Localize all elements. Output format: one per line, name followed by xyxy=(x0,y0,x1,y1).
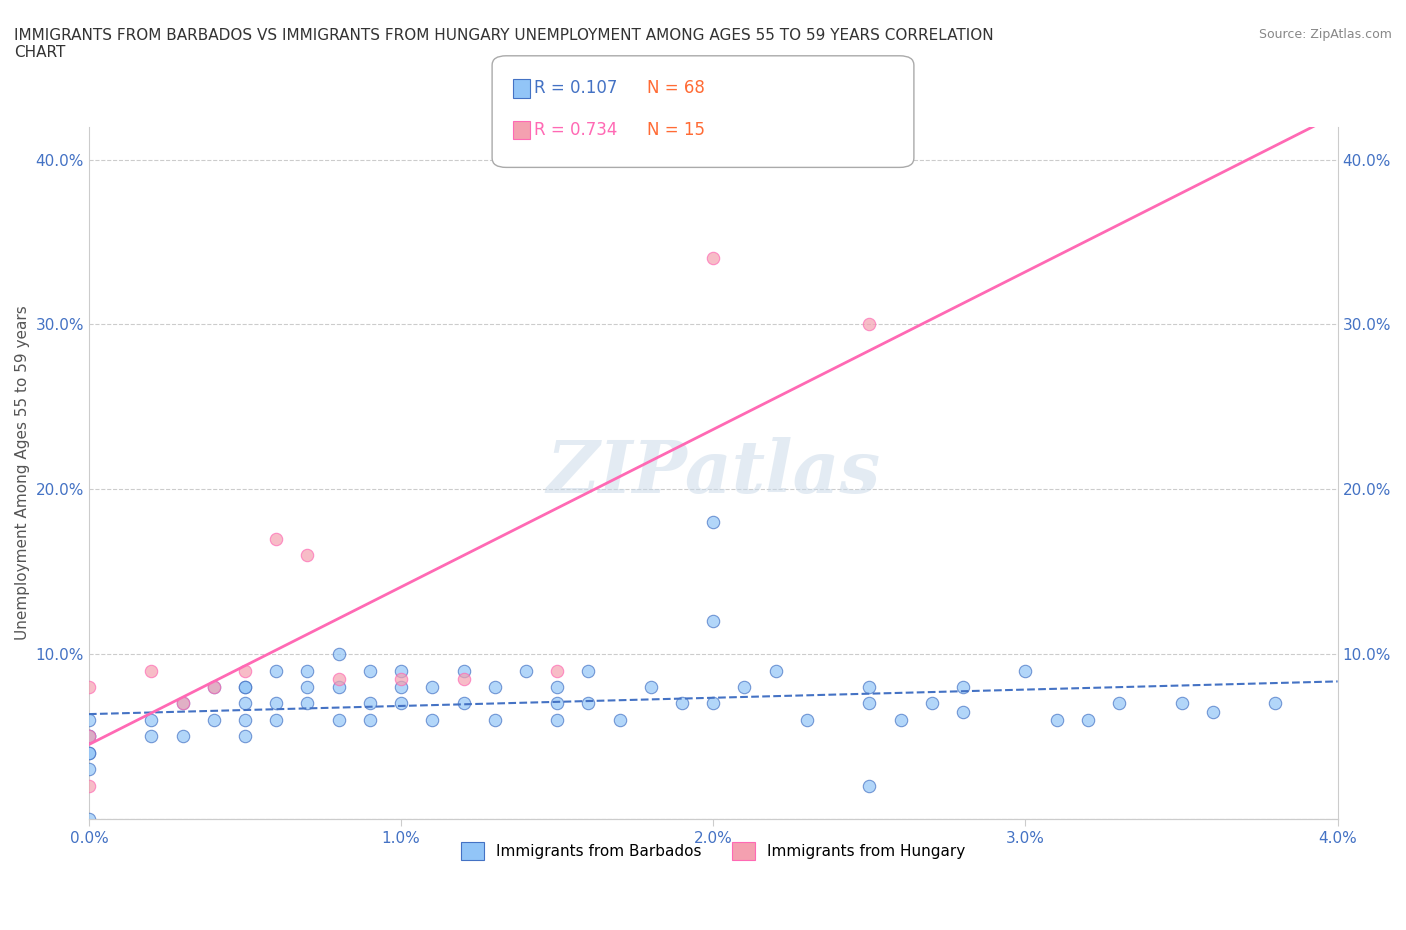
Point xyxy=(233,663,256,678)
Text: R = 0.107: R = 0.107 xyxy=(534,79,617,98)
Point xyxy=(921,696,943,711)
Point xyxy=(328,680,350,695)
Point xyxy=(576,663,599,678)
Text: N = 68: N = 68 xyxy=(647,79,704,98)
Point xyxy=(734,680,756,695)
Point xyxy=(233,680,256,695)
Point xyxy=(202,680,225,695)
Point xyxy=(1077,712,1099,727)
Point xyxy=(77,729,100,744)
Point xyxy=(297,680,319,695)
Text: Source: ZipAtlas.com: Source: ZipAtlas.com xyxy=(1258,28,1392,41)
Point xyxy=(640,680,662,695)
Point xyxy=(515,663,537,678)
Point xyxy=(77,729,100,744)
Point xyxy=(77,778,100,793)
Text: ZIPatlas: ZIPatlas xyxy=(546,437,880,508)
Point xyxy=(702,696,724,711)
Point xyxy=(890,712,912,727)
Point xyxy=(264,531,287,546)
Point xyxy=(765,663,787,678)
Point xyxy=(389,680,412,695)
Point xyxy=(546,712,568,727)
Point xyxy=(1170,696,1192,711)
Point xyxy=(77,729,100,744)
Point xyxy=(1108,696,1130,711)
Point xyxy=(202,680,225,695)
Point xyxy=(172,729,194,744)
Point xyxy=(453,671,475,686)
Text: N = 15: N = 15 xyxy=(647,121,704,140)
Point xyxy=(233,680,256,695)
Point xyxy=(233,696,256,711)
Point xyxy=(546,680,568,695)
Point xyxy=(359,712,381,727)
Point xyxy=(297,696,319,711)
Point xyxy=(233,729,256,744)
Point xyxy=(453,663,475,678)
Point xyxy=(952,680,974,695)
Point xyxy=(576,696,599,711)
Point xyxy=(702,514,724,529)
Point xyxy=(172,696,194,711)
Point xyxy=(389,663,412,678)
Point xyxy=(1264,696,1286,711)
Point xyxy=(671,696,693,711)
Point xyxy=(702,251,724,266)
Point xyxy=(328,671,350,686)
Point xyxy=(264,696,287,711)
Point xyxy=(609,712,631,727)
Point xyxy=(77,746,100,761)
Point xyxy=(702,614,724,629)
Point xyxy=(420,712,443,727)
Point xyxy=(77,811,100,826)
Text: R = 0.734: R = 0.734 xyxy=(534,121,617,140)
Point xyxy=(389,671,412,686)
Point xyxy=(546,696,568,711)
Y-axis label: Unemployment Among Ages 55 to 59 years: Unemployment Among Ages 55 to 59 years xyxy=(15,305,30,640)
Text: IMMIGRANTS FROM BARBADOS VS IMMIGRANTS FROM HUNGARY UNEMPLOYMENT AMONG AGES 55 T: IMMIGRANTS FROM BARBADOS VS IMMIGRANTS F… xyxy=(14,28,994,60)
Point xyxy=(1202,704,1225,719)
Point xyxy=(77,746,100,761)
Point xyxy=(141,663,163,678)
Point xyxy=(858,680,880,695)
Point xyxy=(484,680,506,695)
Point xyxy=(202,712,225,727)
Point xyxy=(297,663,319,678)
Point xyxy=(328,712,350,727)
Point xyxy=(264,712,287,727)
Point xyxy=(858,778,880,793)
Point xyxy=(77,712,100,727)
Point xyxy=(172,696,194,711)
Point xyxy=(546,663,568,678)
Point xyxy=(77,762,100,777)
Point xyxy=(1014,663,1036,678)
Point xyxy=(264,663,287,678)
Point xyxy=(796,712,818,727)
Point xyxy=(484,712,506,727)
Legend: Immigrants from Barbados, Immigrants from Hungary: Immigrants from Barbados, Immigrants fro… xyxy=(456,836,972,867)
Point xyxy=(858,696,880,711)
Point xyxy=(328,646,350,661)
Point xyxy=(359,663,381,678)
Point xyxy=(359,696,381,711)
Point xyxy=(141,729,163,744)
Point xyxy=(141,712,163,727)
Point xyxy=(389,696,412,711)
Point xyxy=(233,712,256,727)
Point xyxy=(858,317,880,332)
Point xyxy=(453,696,475,711)
Point xyxy=(420,680,443,695)
Point xyxy=(297,548,319,563)
Point xyxy=(77,680,100,695)
Point xyxy=(1046,712,1069,727)
Point xyxy=(952,704,974,719)
